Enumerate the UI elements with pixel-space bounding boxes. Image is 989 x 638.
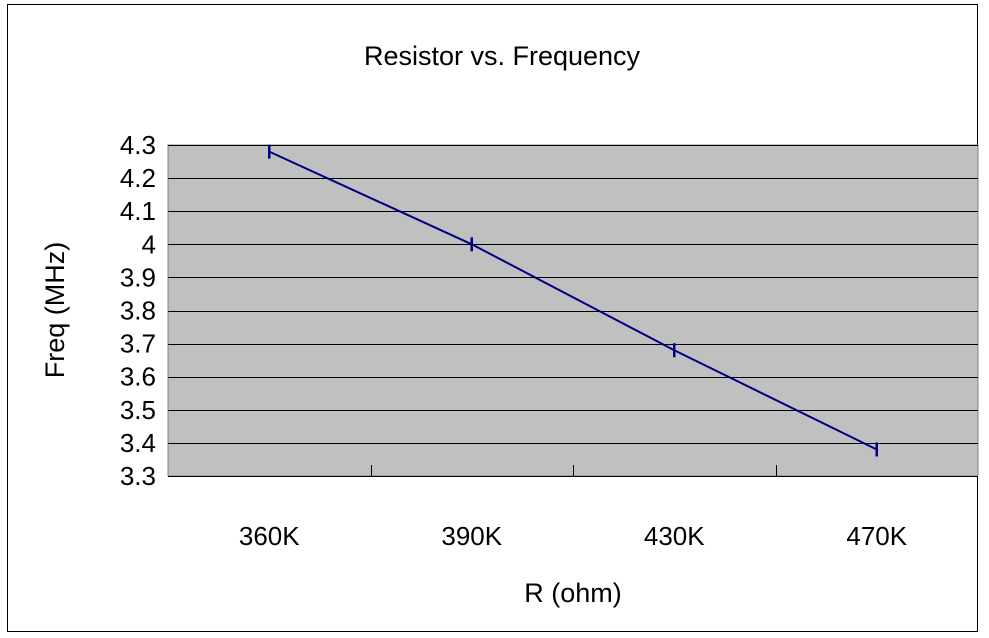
y-tick-label: 3.5 (120, 395, 156, 425)
y-tick-label: 3.9 (120, 262, 156, 292)
y-tick-label: 4.2 (120, 163, 156, 193)
x-tick-label: 470K (846, 521, 907, 551)
plot-area (167, 144, 979, 477)
series (268, 144, 878, 457)
gridlines (168, 145, 978, 477)
y-tick-label: 4 (142, 229, 156, 259)
y-tick-label: 4.1 (120, 196, 156, 226)
x-tick-label: 360K (239, 521, 300, 551)
x-axis-tick-labels: 360K 390K 430K 470K (239, 521, 908, 551)
y-axis-label: Freq (MHz) (40, 242, 70, 379)
y-tick-label: 3.4 (120, 428, 156, 458)
x-axis-ticks (371, 465, 777, 476)
y-tick-label: 3.6 (120, 362, 156, 392)
y-tick-label: 3.8 (120, 296, 156, 326)
x-tick-label: 390K (441, 521, 502, 551)
series-line (268, 150, 878, 451)
y-tick-label: 3.7 (120, 329, 156, 359)
x-tick-label: 430K (644, 521, 705, 551)
y-tick-label: 4.3 (120, 130, 156, 160)
chart-title: Resistor vs. Frequency (364, 41, 641, 71)
x-axis-label: R (ohm) (524, 578, 622, 608)
y-tick-label: 3.3 (120, 461, 156, 491)
y-axis-tick-labels: 3.33.43.53.63.73.8 3.944.14.24.3 (120, 130, 156, 491)
